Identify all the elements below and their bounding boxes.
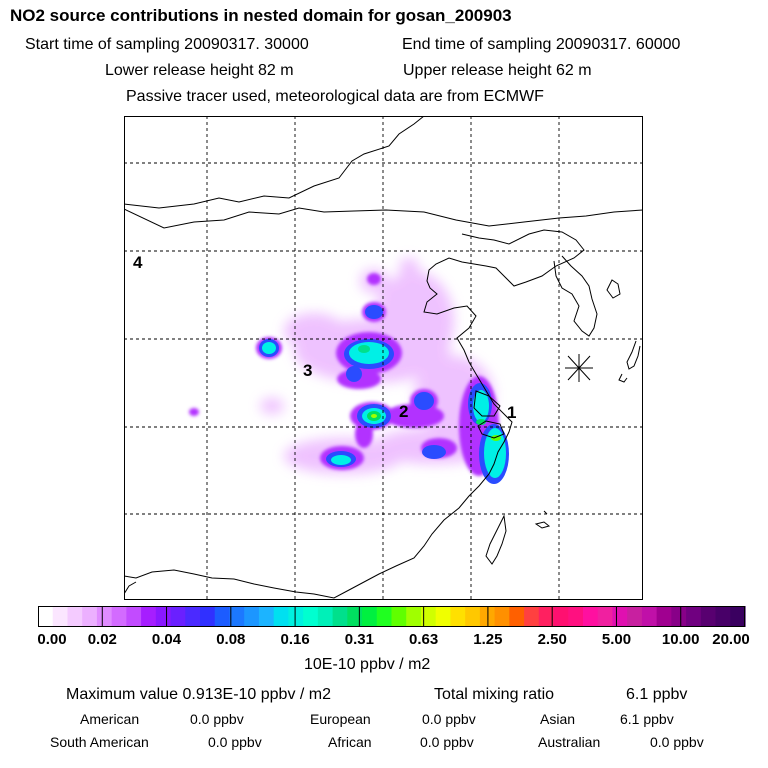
colorbar-cell — [641, 606, 658, 627]
plume-hotspots — [358, 345, 501, 441]
colorbar-cell — [450, 606, 466, 627]
colorbar-cell — [258, 606, 275, 627]
colorbar-cell — [700, 606, 717, 627]
colorbar-units: 10E-10 ppbv / m2 — [304, 656, 431, 673]
total-mixing-label: Total mixing ratio — [434, 686, 555, 703]
colorbar-cell — [126, 606, 142, 627]
colorbar-tick-label: 0.16 — [280, 631, 310, 648]
colorbar-cell — [524, 606, 540, 627]
colorbar-cell — [376, 606, 393, 627]
colorbar-cell — [170, 606, 186, 627]
tracer-note: Passive tracer used, meteorological data… — [126, 88, 544, 105]
upper-release-label: Upper release height 62 m — [403, 62, 592, 79]
contrib-asian-label: Asian — [540, 711, 576, 727]
contrib-south-american-value: 0.0 ppbv — [208, 734, 262, 750]
colorbar-cell — [332, 606, 348, 627]
colorbar-tick-label: 0.00 — [37, 631, 67, 648]
end-time-label: End time of sampling 20090317. 60000 — [402, 36, 681, 53]
colorbar-cell — [67, 606, 83, 627]
colorbar-cell — [141, 606, 157, 627]
contrib-american-value: 0.0 ppbv — [190, 711, 244, 727]
contrib-south-american-label: South American — [50, 734, 149, 750]
colorbar-frame — [38, 606, 745, 627]
colorbar-cell — [538, 606, 555, 627]
colorbar-cell — [214, 606, 231, 627]
colorbar-tick-label: 20.00 — [712, 631, 750, 648]
colorbar-cell — [435, 606, 452, 627]
colorbar-cell — [715, 606, 731, 627]
colorbar-cell — [273, 606, 289, 627]
colorbar-dividers — [101, 606, 682, 627]
start-time-label: Start time of sampling 20090317. 30000 — [25, 36, 309, 53]
region-label-1: 1 — [507, 403, 516, 422]
colorbar-tick-label: 0.63 — [408, 631, 439, 648]
region-label-3: 3 — [303, 361, 312, 380]
colorbar-cell — [553, 606, 569, 627]
colorbar-cell — [244, 606, 260, 627]
contrib-australian-label: Australian — [538, 734, 601, 750]
contrib-european-value: 0.0 ppbv — [422, 711, 476, 727]
colorbar-cell — [582, 606, 599, 627]
colorbar-cell — [597, 606, 614, 627]
colorbar-cell — [656, 606, 672, 627]
contrib-asian-value: 6.1 ppbv — [620, 711, 674, 727]
lower-release-label: Lower release height 82 m — [105, 62, 294, 79]
colorbar-tick-label: 5.00 — [601, 631, 632, 648]
colorbar-cell — [420, 606, 437, 627]
colorbar-cell — [612, 606, 628, 627]
colorbar — [38, 606, 746, 627]
colorbar-cell — [38, 606, 54, 627]
colorbar-tick-label: 1.25 — [473, 631, 503, 648]
colorbar-tick-label: 10.00 — [661, 631, 700, 648]
colorbar-cell — [494, 606, 510, 627]
total-mixing-value: 6.1 ppbv — [626, 686, 688, 703]
colorbar-tick-label: 2.50 — [537, 631, 567, 648]
colorbar-cell — [509, 606, 525, 627]
colorbar-cell — [303, 606, 319, 627]
colorbar-cell — [391, 606, 407, 627]
colorbar-tick-label: 0.08 — [216, 631, 246, 648]
colorbar-cell — [111, 606, 127, 627]
colorbar-cell — [200, 606, 216, 627]
contrib-african-label: African — [328, 734, 372, 750]
colorbar-cell — [52, 606, 69, 627]
colorbar-cell — [155, 606, 172, 627]
maximum-value: Maximum value 0.913E-10 ppbv / m2 — [66, 686, 332, 703]
lat-lon-grid — [124, 116, 643, 600]
colorbar-cell — [686, 606, 702, 627]
colorbar-tick-label: 0.31 — [344, 631, 374, 648]
colorbar-cell — [229, 606, 245, 627]
figure-title: NO2 source contributions in nested domai… — [10, 6, 512, 25]
region-labels: 1 2 3 4 — [133, 253, 516, 422]
colorbar-cell — [82, 606, 98, 627]
colorbar-cell — [347, 606, 363, 627]
colorbar-cell — [671, 606, 687, 627]
region-label-2: 2 — [399, 402, 408, 421]
colorbar-cell — [96, 606, 113, 627]
contrib-african-value: 0.0 ppbv — [420, 734, 474, 750]
concentration-map: 1 2 3 4 — [124, 116, 643, 600]
colorbar-cell — [362, 606, 378, 627]
colorbar-cell — [568, 606, 584, 627]
colorbar-cell — [730, 606, 746, 627]
colorbar-tick-label: 0.04 — [151, 631, 182, 648]
coastlines — [124, 116, 643, 599]
colorbar-cell — [288, 606, 304, 627]
contrib-european-label: European — [310, 711, 371, 727]
colorbar-cell — [406, 606, 422, 627]
colorbar-cell — [627, 606, 643, 627]
colorbar-cell — [317, 606, 334, 627]
receptor-star-icon — [565, 354, 593, 382]
colorbar-cell — [185, 606, 201, 627]
colorbar-tick-label: 0.02 — [87, 631, 117, 648]
region-label-4: 4 — [133, 253, 143, 272]
contrib-australian-value: 0.0 ppbv — [650, 734, 704, 750]
colorbar-cells — [38, 606, 746, 627]
colorbar-cell — [465, 606, 481, 627]
contrib-american-label: American — [80, 711, 140, 727]
